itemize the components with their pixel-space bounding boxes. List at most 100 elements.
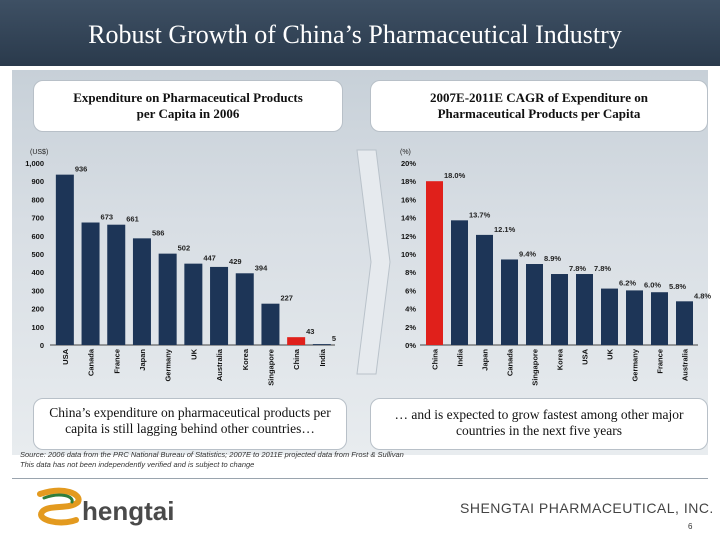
category-label: France xyxy=(656,349,665,374)
right-caption-box: … and is expected to grow fastest among … xyxy=(370,398,708,450)
value-label: 8.9% xyxy=(544,254,561,263)
y-tick-label: 300 xyxy=(31,286,44,295)
y-tick-label: 10% xyxy=(401,250,416,259)
logo-mark: hengtai xyxy=(37,487,174,526)
value-label: 661 xyxy=(126,215,139,224)
y-tick-label: 4% xyxy=(405,305,416,314)
bar-germany xyxy=(626,290,643,345)
y-tick-label: 700 xyxy=(31,214,44,223)
value-label: 447 xyxy=(203,254,216,263)
source-note: Source: 2006 data from the PRC National … xyxy=(20,450,700,470)
y-tick-label: 18% xyxy=(401,177,416,186)
header-bar: Robust Growth of China’s Pharmaceutical … xyxy=(0,0,720,66)
bar-france xyxy=(651,292,668,345)
value-label: 9.4% xyxy=(519,249,536,258)
value-label: 502 xyxy=(178,244,191,253)
slide-title: Robust Growth of China’s Pharmaceutical … xyxy=(88,20,622,49)
bar-uk xyxy=(601,288,618,345)
left-chart-title-box: Expenditure on Pharmaceutical Products p… xyxy=(33,80,343,132)
category-label: India xyxy=(456,348,465,366)
category-label: India xyxy=(318,348,327,366)
value-label: 7.8% xyxy=(594,264,611,273)
category-label: Singapore xyxy=(266,349,275,386)
right-chart-title-box: 2007E-2011E CAGR of Expenditure on Pharm… xyxy=(370,80,708,132)
value-label: 18.0% xyxy=(444,171,466,180)
value-label: 5.8% xyxy=(669,282,686,291)
left-caption-box: China’s expenditure on pharmaceutical pr… xyxy=(33,398,347,450)
category-label: Korea xyxy=(556,348,565,370)
company-name: SHENGTAI PHARMACEUTICAL, INC. xyxy=(460,500,714,516)
right-caption: … and is expected to grow fastest among … xyxy=(394,407,684,438)
bar-singapore xyxy=(261,303,280,345)
value-label: 227 xyxy=(280,294,293,303)
left-caption: China’s expenditure on pharmaceutical pr… xyxy=(49,405,331,436)
y-tick-label: 100 xyxy=(31,323,44,332)
bar-germany xyxy=(158,253,177,345)
category-label: China xyxy=(292,348,301,370)
right-bar-chart: (%) 0% 2% 4% 6% 8% 10% 12% 14% 16% 18% 20% 18.0% Chin… xyxy=(400,149,711,386)
right-chart-title-line1: 2007E-2011E CAGR of Expenditure on xyxy=(430,90,648,105)
bar-india xyxy=(451,220,468,345)
category-label: Australia xyxy=(215,348,224,381)
y-tick-label: 20% xyxy=(401,159,416,168)
y-tick-label: 500 xyxy=(31,250,44,259)
value-label: 5 xyxy=(332,334,336,343)
source-line-2: This data has not been independently ver… xyxy=(20,460,255,469)
left-chart-title-line2: per Capita in 2006 xyxy=(136,106,240,121)
y-tick-label: 6% xyxy=(405,286,416,295)
company-logo: hengtai xyxy=(30,486,180,535)
y-tick-label: 14% xyxy=(401,214,416,223)
bar-canada xyxy=(501,259,518,345)
value-label: 673 xyxy=(101,213,114,222)
source-line-1: Source: 2006 data from the PRC National … xyxy=(20,450,404,459)
y-tick-label: 12% xyxy=(401,232,416,241)
y-tick-label: 0% xyxy=(405,341,416,350)
bar-india xyxy=(312,344,331,345)
bar-canada xyxy=(81,222,100,345)
y-tick-label: 800 xyxy=(31,195,44,204)
y-tick-label: 16% xyxy=(401,195,416,204)
value-label: 586 xyxy=(152,228,165,237)
bar-france xyxy=(107,224,126,345)
category-label: France xyxy=(112,349,121,374)
bar-korea xyxy=(551,274,568,345)
category-label: UK xyxy=(606,348,615,359)
y-tick-label: 900 xyxy=(31,177,44,186)
bar-australia xyxy=(210,266,229,345)
category-label: USA xyxy=(61,348,70,364)
value-label: 12.1% xyxy=(494,225,516,234)
category-label: Japan xyxy=(138,349,147,371)
y-tick-label: 1,000 xyxy=(25,159,44,168)
bar-singapore xyxy=(526,264,543,345)
category-label: Canada xyxy=(506,348,515,376)
content-panel xyxy=(12,70,708,455)
value-label: 7.8% xyxy=(569,264,586,273)
y-tick-label: 200 xyxy=(31,305,44,314)
charts-canvas: (US$) 0 100 200 300 400 500 600 700 800 900 1,000 93… xyxy=(25,149,711,386)
bar-usa xyxy=(576,274,593,345)
bar-usa xyxy=(55,174,74,345)
y-tick-label: 0 xyxy=(40,341,44,350)
value-label: 4.8% xyxy=(694,291,711,300)
bar-china xyxy=(426,181,443,345)
bar-china xyxy=(287,337,306,345)
value-label: 43 xyxy=(306,327,314,336)
category-label: UK xyxy=(189,348,198,359)
y-tick-label: 2% xyxy=(405,323,416,332)
left-chart-title-line1: Expenditure on Pharmaceutical Products xyxy=(73,90,303,105)
category-label: Australia xyxy=(681,348,690,381)
value-label: 13.7% xyxy=(469,210,491,219)
right-chart-title-line2: Pharmaceutical Products per Capita xyxy=(437,106,641,121)
category-label: Germany xyxy=(164,348,173,381)
category-label: USA xyxy=(581,348,590,364)
bar-uk xyxy=(184,263,203,345)
y-tick-label: 400 xyxy=(31,268,44,277)
logo-text: hengtai xyxy=(82,496,174,526)
value-label: 429 xyxy=(229,257,242,266)
value-label: 936 xyxy=(75,165,88,174)
category-label: Korea xyxy=(241,348,250,370)
page-number: 6 xyxy=(688,522,693,531)
transition-arrow xyxy=(356,149,391,375)
category-label: China xyxy=(431,348,440,370)
y-axis-unit-label: (%) xyxy=(400,149,411,156)
